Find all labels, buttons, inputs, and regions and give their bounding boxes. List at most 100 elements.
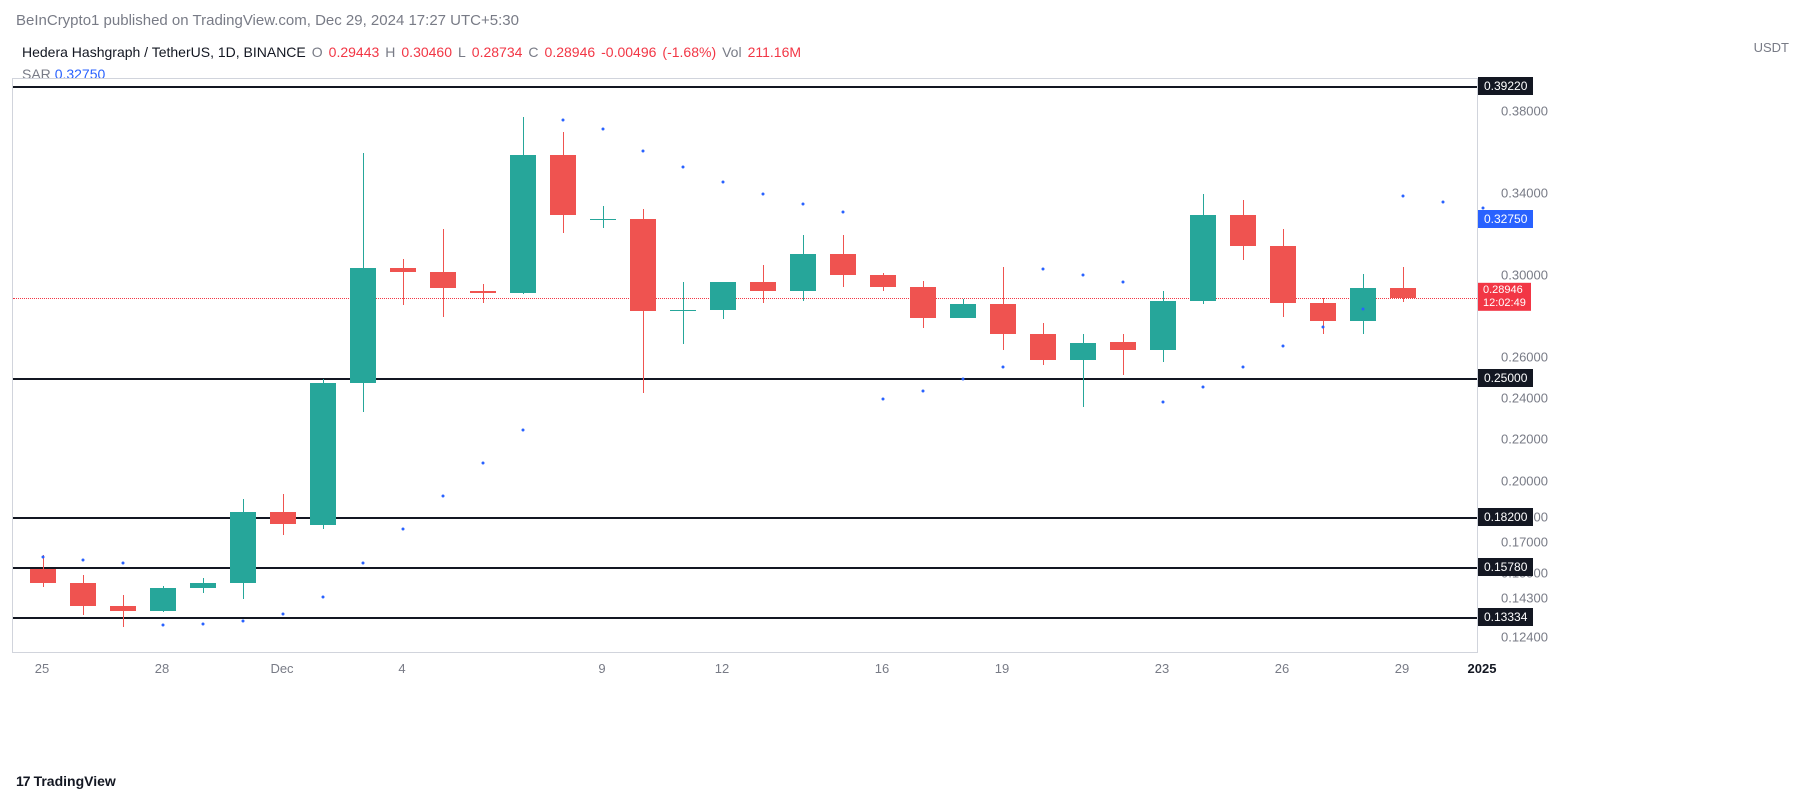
sar-dot bbox=[1122, 281, 1125, 284]
horizontal-line bbox=[13, 617, 1477, 619]
y-tick: 0.24000 bbox=[1501, 391, 1548, 406]
horizontal-line bbox=[13, 378, 1477, 380]
y-tick: 0.17000 bbox=[1501, 535, 1548, 550]
candle-body bbox=[1390, 288, 1416, 298]
x-tick: 26 bbox=[1275, 661, 1289, 676]
candle-body bbox=[1190, 215, 1216, 301]
sar-dot bbox=[42, 556, 45, 559]
chart-plot-area[interactable] bbox=[12, 78, 1478, 653]
candle-body bbox=[310, 383, 336, 525]
sar-dot bbox=[522, 429, 525, 432]
hline-label: 0.25000 bbox=[1478, 369, 1533, 387]
sar-dot bbox=[562, 119, 565, 122]
c-val: 0.28946 bbox=[545, 44, 596, 60]
last-price-line bbox=[13, 298, 1477, 299]
y-tick: 0.30000 bbox=[1501, 268, 1548, 283]
sar-dot bbox=[1002, 365, 1005, 368]
sar-dot bbox=[802, 203, 805, 206]
candle-body bbox=[30, 569, 56, 583]
candle-body bbox=[390, 268, 416, 272]
hline-label: 0.39220 bbox=[1478, 77, 1533, 95]
sar-dot bbox=[442, 494, 445, 497]
candle-body bbox=[1110, 342, 1136, 350]
sar-dot bbox=[842, 211, 845, 214]
symbol-ohlc-row: Hedera Hashgraph / TetherUS, 1D, BINANCE… bbox=[22, 44, 801, 60]
candle-body bbox=[990, 304, 1016, 334]
candle-body bbox=[590, 219, 616, 220]
candle-body bbox=[230, 512, 256, 583]
y-tick: 0.20000 bbox=[1501, 473, 1548, 488]
y-tick: 0.38000 bbox=[1501, 103, 1548, 118]
candle-body bbox=[1070, 343, 1096, 360]
candle-body bbox=[270, 512, 296, 523]
x-tick: 9 bbox=[598, 661, 605, 676]
x-tick: 29 bbox=[1395, 661, 1409, 676]
sar-price-tag: 0.32750 bbox=[1478, 210, 1533, 228]
candle-wick bbox=[1123, 334, 1124, 375]
pct-val: (-1.68%) bbox=[662, 44, 716, 60]
c-label: C bbox=[528, 44, 538, 60]
sar-dot bbox=[402, 527, 405, 530]
sar-dot bbox=[962, 377, 965, 380]
candle-body bbox=[670, 310, 696, 311]
candle-wick bbox=[483, 284, 484, 302]
sar-dot bbox=[682, 166, 685, 169]
h-label: H bbox=[385, 44, 395, 60]
sar-dot bbox=[82, 558, 85, 561]
y-tick: 0.22000 bbox=[1501, 432, 1548, 447]
sar-dot bbox=[1162, 401, 1165, 404]
y-tick: 0.34000 bbox=[1501, 186, 1548, 201]
sar-dot bbox=[482, 462, 485, 465]
candle-body bbox=[190, 583, 216, 588]
sar-dot bbox=[642, 149, 645, 152]
candle-body bbox=[1030, 334, 1056, 361]
o-label: O bbox=[312, 44, 323, 60]
hline-label: 0.18200 bbox=[1478, 508, 1533, 526]
chg-val: -0.00496 bbox=[601, 44, 656, 60]
sar-dot bbox=[1362, 308, 1365, 311]
publish-header: BeInCrypto1 published on TradingView.com… bbox=[16, 12, 519, 29]
sar-dot bbox=[722, 180, 725, 183]
x-tick: Dec bbox=[270, 661, 293, 676]
sar-dot bbox=[762, 193, 765, 196]
candle-body bbox=[350, 268, 376, 383]
time-axis[interactable]: 2528Dec491216192326292025 bbox=[12, 653, 1478, 683]
y-tick: 0.14300 bbox=[1501, 590, 1548, 605]
tv-logo-text: TradingView bbox=[34, 773, 116, 789]
sar-dot bbox=[922, 390, 925, 393]
candle-body bbox=[790, 254, 816, 291]
candle-body bbox=[910, 287, 936, 318]
sar-dot bbox=[1082, 274, 1085, 277]
x-tick: 12 bbox=[715, 661, 729, 676]
sar-dot bbox=[602, 128, 605, 131]
candle-body bbox=[70, 583, 96, 606]
y-tick: 0.26000 bbox=[1501, 350, 1548, 365]
tradingview-logo: 17 TradingView bbox=[16, 773, 116, 789]
x-tick: 16 bbox=[875, 661, 889, 676]
candle-wick bbox=[123, 595, 124, 627]
x-tick: 23 bbox=[1155, 661, 1169, 676]
x-tick: 28 bbox=[155, 661, 169, 676]
sar-dot bbox=[122, 561, 125, 564]
candle-body bbox=[110, 606, 136, 611]
tv-logo-icon: 17 bbox=[16, 773, 30, 789]
sar-dot bbox=[162, 624, 165, 627]
candle-body bbox=[510, 155, 536, 293]
candle-body bbox=[1270, 246, 1296, 302]
candle-body bbox=[550, 155, 576, 215]
x-tick: 2025 bbox=[1468, 661, 1497, 676]
candle-body bbox=[470, 291, 496, 293]
candle-body bbox=[750, 282, 776, 290]
y-tick: 0.12400 bbox=[1501, 629, 1548, 644]
symbol-label: Hedera Hashgraph / TetherUS, 1D, BINANCE bbox=[22, 44, 306, 60]
candle-body bbox=[870, 275, 896, 287]
sar-dot bbox=[362, 561, 365, 564]
x-tick: 25 bbox=[35, 661, 49, 676]
sar-dot bbox=[1202, 386, 1205, 389]
sar-dot bbox=[322, 595, 325, 598]
sar-dot bbox=[1402, 195, 1405, 198]
sar-dot bbox=[882, 398, 885, 401]
candle-body bbox=[830, 254, 856, 276]
sar-dot bbox=[1282, 344, 1285, 347]
quote-currency-label: USDT bbox=[1754, 40, 1789, 55]
